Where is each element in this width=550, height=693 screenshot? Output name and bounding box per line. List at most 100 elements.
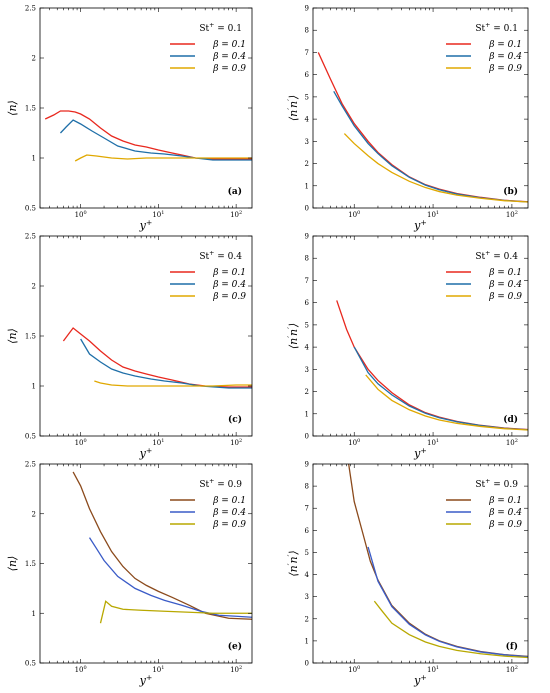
- legend-label: β = 0.9: [488, 292, 522, 302]
- y-tick-label: 1: [32, 155, 36, 163]
- y-tick-label: 2: [32, 283, 36, 291]
- y-tick-label: 0.5: [25, 205, 36, 213]
- x-axis-label: y+: [139, 218, 153, 232]
- stokes-label: St+ = 0.4: [475, 250, 518, 262]
- x-tick-label: 100: [75, 210, 87, 219]
- y-tick-label: 1.5: [25, 105, 36, 113]
- x-tick-label: 102: [230, 665, 242, 674]
- y-tick-label: 3: [305, 366, 309, 374]
- y-tick-label: 7: [305, 49, 309, 57]
- x-axis-label: y+: [139, 446, 153, 460]
- x-axis-label: y+: [413, 218, 427, 232]
- series-line-1: [62, 327, 252, 388]
- x-tick-label: 100: [348, 665, 360, 674]
- y-tick-label: 5: [305, 549, 309, 557]
- series-line-2: [353, 346, 528, 431]
- x-tick-label: 101: [152, 665, 164, 674]
- y-tick-label: 7: [305, 277, 309, 285]
- y-tick-label: 3: [305, 138, 309, 146]
- panel-a: 0.5 1 1.5 2 2.5 100 101 102 y+ ⟨n⟩ St+ = 0.1 β = 0.…: [6, 5, 253, 232]
- legend-label: β = 0.9: [212, 520, 246, 530]
- y-tick-label: 0: [305, 205, 309, 213]
- panel-tag: (e): [228, 641, 242, 652]
- y-tick-label: 2.5: [25, 233, 36, 241]
- legend-label: β = 0.9: [488, 64, 522, 74]
- x-tick-label: 102: [230, 210, 242, 219]
- y-tick-label: 1: [305, 410, 309, 418]
- y-tick-label: 1.5: [25, 333, 36, 341]
- legend-label: β = 0.1: [212, 40, 246, 50]
- plot-frame: [312, 235, 529, 437]
- panel-c: 0.5 1 1.5 2 2.5 100 101 102 y+ ⟨n⟩ St+ = 0.4 β = 0.…: [6, 233, 253, 460]
- y-tick-label: 2: [305, 160, 309, 168]
- y-tick-label: 2: [305, 388, 309, 396]
- panel-b: 0 1 2 3 4 5 6 7 8 9 100 101 102 y+ ⟨n′n′⟩ St+ = 0.1 β = …: [286, 5, 529, 232]
- legend-label: β = 0.4: [212, 52, 246, 62]
- panel-tag: (f): [506, 641, 518, 652]
- panel-f: 0 1 2 3 4 5 6 7 8 9 100 101 102 y+ ⟨n′n′⟩ St+ = 0.9 β = …: [286, 461, 529, 687]
- plot-frame: [312, 7, 529, 209]
- x-tick-label: 102: [506, 438, 518, 447]
- y-tick-label: 2: [32, 510, 36, 518]
- plot-frame: [312, 463, 529, 664]
- legend-label: β = 0.9: [488, 520, 522, 530]
- stokes-label: St+ = 0.1: [475, 22, 518, 34]
- y-axis-label: ⟨n⟩: [6, 556, 19, 572]
- stokes-label: St+ = 0.1: [199, 22, 242, 34]
- legend-label: β = 0.1: [212, 496, 246, 506]
- y-tick-label: 9: [305, 5, 309, 13]
- y-tick-label: 5: [305, 321, 309, 329]
- legend-label: β = 0.4: [212, 508, 246, 518]
- y-axis-label: ⟨n′n′⟩: [286, 95, 300, 121]
- legend-label: β = 0.1: [488, 496, 522, 506]
- y-tick-label: 2.5: [25, 5, 36, 13]
- y-tick-label: 6: [305, 299, 310, 307]
- series-line-2: [367, 546, 528, 658]
- panel-e: 0.5 1 1.5 2 2.5 100 101 102 y+ ⟨n⟩ St+ = 0.9 β = 0.…: [6, 461, 253, 687]
- legend-label: β = 0.9: [212, 64, 246, 74]
- series-line-2: [88, 537, 252, 618]
- x-tick-label: 101: [152, 210, 164, 219]
- y-tick-label: 4: [305, 116, 310, 124]
- series-line-3: [365, 374, 528, 431]
- series-line-1: [317, 52, 528, 203]
- x-tick-label: 100: [348, 210, 360, 219]
- y-axis-label: ⟨n′n′⟩: [286, 323, 300, 349]
- series-line-1: [348, 464, 528, 658]
- y-tick-label: 6: [305, 71, 310, 79]
- y-tick-label: 8: [305, 255, 309, 263]
- y-tick-label: 9: [305, 233, 309, 241]
- y-tick-label: 1: [32, 383, 36, 391]
- y-tick-label: 0.5: [25, 660, 36, 668]
- x-tick-label: 102: [506, 665, 518, 674]
- x-tick-label: 100: [348, 438, 360, 447]
- legend-label: β = 0.9: [212, 292, 246, 302]
- legend-label: β = 0.1: [488, 268, 522, 278]
- series-line-3: [373, 600, 528, 659]
- legend-label: β = 0.4: [488, 508, 522, 518]
- panel-tag: (d): [503, 414, 518, 425]
- series-line-1: [44, 110, 252, 160]
- y-tick-label: 0: [305, 433, 309, 441]
- legend-label: β = 0.4: [212, 280, 246, 290]
- series-line-2: [333, 91, 528, 203]
- y-tick-label: 0: [305, 660, 309, 668]
- y-tick-label: 4: [305, 571, 310, 579]
- y-axis-label: ⟨n⟩: [6, 100, 19, 116]
- x-tick-label: 102: [506, 210, 518, 219]
- y-tick-label: 4: [305, 344, 310, 352]
- x-tick-label: 100: [75, 665, 87, 674]
- y-tick-label: 1: [32, 610, 36, 618]
- legend-label: β = 0.1: [488, 40, 522, 50]
- y-tick-label: 8: [305, 27, 309, 35]
- y-tick-label: 2.5: [25, 461, 36, 469]
- x-tick-label: 101: [427, 665, 439, 674]
- x-tick-label: 100: [75, 438, 87, 447]
- y-tick-label: 9: [305, 461, 309, 469]
- y-tick-label: 1: [305, 182, 309, 190]
- x-axis-label: y+: [413, 673, 427, 687]
- y-tick-label: 3: [305, 593, 309, 601]
- x-tick-label: 101: [152, 438, 164, 447]
- y-tick-label: 1.5: [25, 560, 36, 568]
- x-axis-label: y+: [139, 673, 153, 687]
